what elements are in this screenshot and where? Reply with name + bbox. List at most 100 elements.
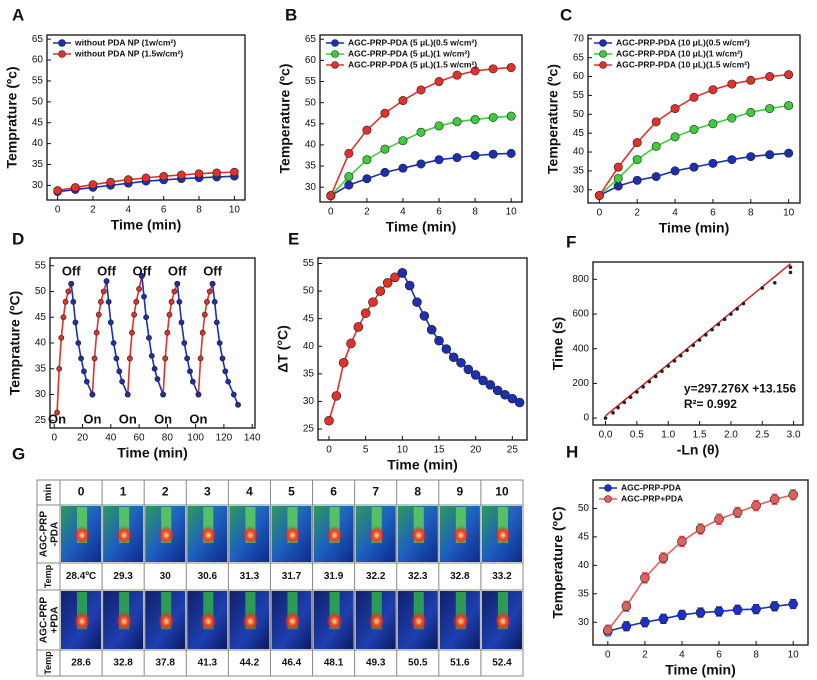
column-header: 5 [288,485,295,499]
series-line [91,280,108,395]
y-axis-label: Temprature (ºc) [4,66,20,168]
data-point [506,111,516,121]
temp-value: 28.4ºC [66,571,96,582]
data-point [635,390,639,394]
column-header: 6 [330,485,337,499]
data-point [651,117,661,127]
data-point [784,70,794,80]
data-point [788,265,793,270]
data-point [741,301,746,306]
data-point [62,298,69,305]
x-tick-label: 15 [433,445,445,456]
y-tick-label: 45 [32,117,44,128]
series-line [141,275,164,395]
x-tick-label: 2 [364,207,370,218]
tube [245,507,256,543]
x-axis-label: Time (min) [111,217,182,233]
x-tick-label: 2 [634,208,640,219]
data-point [143,314,150,321]
data-point [708,85,718,95]
data-point [788,489,798,500]
row-label-line: -PDA [49,522,60,546]
y-axis-label: Time (s) [550,317,566,370]
x-tick-label: 8 [472,207,478,218]
data-point [83,378,90,385]
column-header: 9 [457,485,464,499]
data-point [452,70,462,80]
column-header: 1 [120,485,127,499]
plot-frame [587,34,801,204]
data-point [488,149,498,159]
data-point [419,311,430,321]
tube [287,507,298,543]
data-point [621,601,632,612]
column-header: 7 [372,485,379,499]
x-axis-label: Time (min) [665,662,736,678]
data-point [716,322,721,327]
data-point [213,319,220,326]
data-point [197,355,204,362]
legend-label: AGC-PRP-PDA (10 μL)(1 w/cm²) [616,48,743,58]
panel-label: C [560,5,572,24]
x-tick-label: 0 [326,445,332,456]
temp-value: 31.3 [240,571,260,582]
x-tick-label: 6 [710,208,716,219]
temp-value: 32.2 [366,571,386,582]
data-point [727,113,737,123]
row-label: AGC-PRP-PDA [38,511,60,557]
data-point [452,117,462,127]
column-header: 0 [78,485,85,499]
data-point [434,77,444,87]
data-point [613,181,623,191]
data-point [689,92,699,102]
data-point [485,380,496,390]
data-point [95,311,102,318]
y-tick-label: 55 [35,260,47,271]
data-point [660,369,664,374]
data-point [434,155,444,165]
data-point [219,355,226,362]
temp-value: 52.4 [492,658,512,669]
data-point [735,307,739,311]
data-point [640,573,650,583]
x-tick-label: 4 [400,207,406,218]
data-point [181,340,188,346]
temp-value: 48.1 [324,658,344,669]
data-point [124,175,133,184]
x-tick-label: 0.0 [599,430,613,441]
hot-spot [326,525,344,545]
data-point [380,167,390,177]
data-point [58,334,65,341]
column-header: 10 [495,485,509,499]
y-tick-label: 400 [572,343,589,354]
tube [203,592,214,630]
data-point [695,607,706,618]
data-point [697,338,702,342]
temp-value: 28.6 [71,658,91,669]
data-point [216,340,223,346]
data-point [456,357,466,368]
data-point [141,173,151,183]
x-axis-label: Time (min) [387,457,458,473]
x-tick-label: 2 [642,650,648,661]
x-tick-label: 60 [134,433,146,444]
data-point [131,311,138,318]
tube [329,592,340,630]
legend-label: without PDA NP (1.5w/cm²) [74,48,183,58]
y-tick-label: 50 [32,96,44,107]
data-point [695,524,706,534]
data-point [81,368,87,375]
data-point [199,329,206,336]
hot-spot [115,525,133,545]
data-point [704,333,708,337]
x-tick-label: 8 [753,650,759,661]
y-tick-label: 65 [305,34,317,45]
x-tick-label: 4 [126,205,132,216]
y-tick-label: 60 [573,71,585,82]
annotation: y=297.276X +13.156 [684,382,796,396]
annotation: On [83,412,101,427]
y-tick-label: 600 [572,309,589,320]
data-point [729,312,733,316]
data-point [470,115,480,125]
data-point [772,281,777,285]
